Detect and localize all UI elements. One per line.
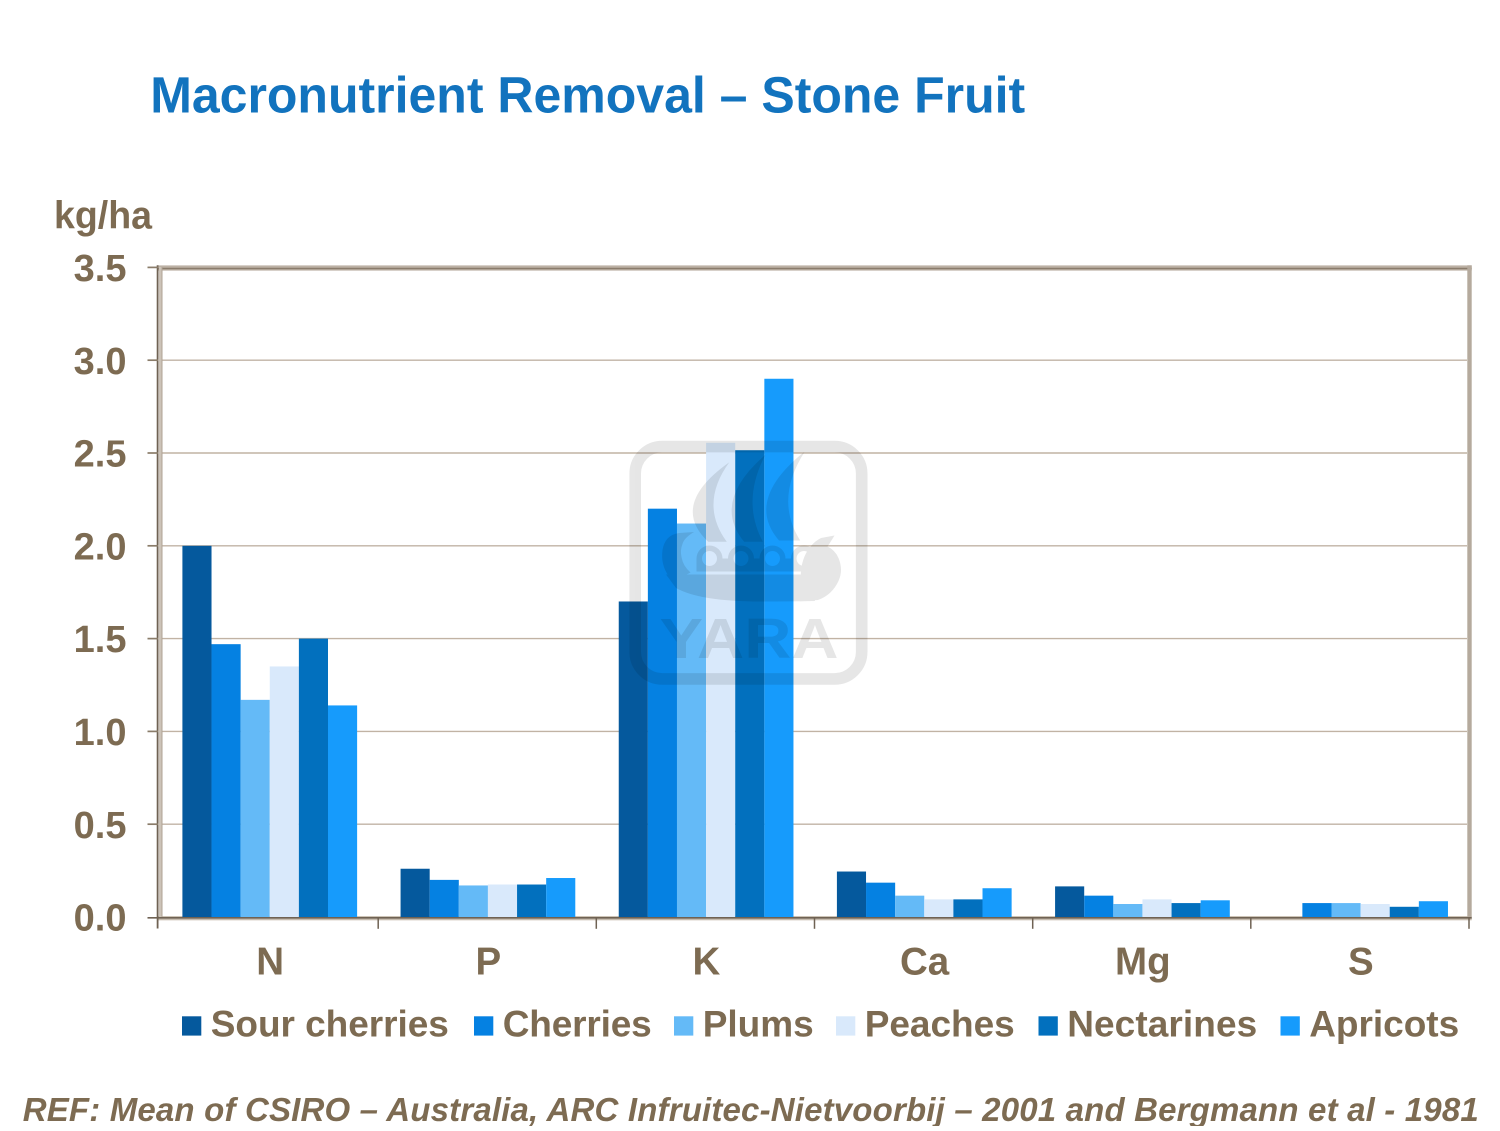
svg-text:Cherries: Cherries [503,1003,652,1044]
svg-text:kg/ha: kg/ha [54,195,153,238]
svg-text:3.5: 3.5 [74,248,127,290]
svg-text:Macronutrient Removal – Stone: Macronutrient Removal – Stone Fruit [150,66,1025,123]
svg-text:S: S [1348,940,1374,983]
svg-text:1.5: 1.5 [74,619,127,661]
svg-text:Peaches: Peaches [865,1003,1015,1044]
svg-text:Ca: Ca [900,940,950,983]
svg-text:N: N [256,940,284,983]
svg-text:K: K [692,940,720,983]
svg-text:0.5: 0.5 [74,805,127,847]
svg-text:REF: Mean of CSIRO – Australia: REF: Mean of CSIRO – Australia, ARC Infr… [23,1091,1479,1126]
svg-text:Mg: Mg [1115,940,1171,983]
svg-text:Nectarines: Nectarines [1067,1003,1257,1044]
svg-text:P: P [475,940,501,983]
svg-text:1.0: 1.0 [74,712,127,754]
svg-text:2.0: 2.0 [74,526,127,568]
svg-text:2.5: 2.5 [74,434,127,476]
svg-text:3.0: 3.0 [74,341,127,383]
svg-text:Sour cherries: Sour cherries [211,1003,449,1044]
svg-text:Plums: Plums [703,1003,814,1044]
svg-text:YARA: YARA [660,607,839,671]
svg-text:Apricots: Apricots [1309,1003,1459,1044]
svg-text:0.0: 0.0 [74,898,127,940]
